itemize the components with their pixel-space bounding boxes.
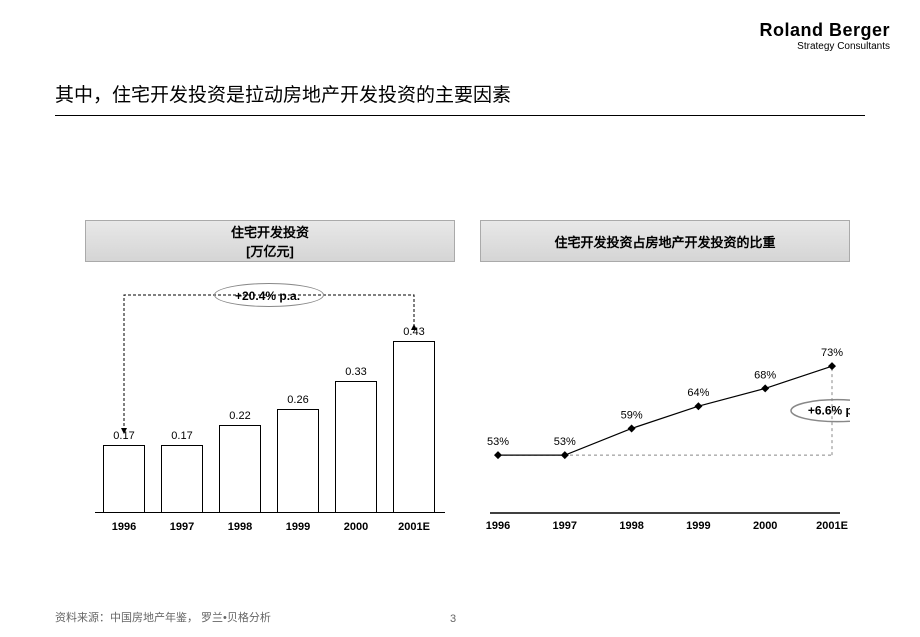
- svg-text:64%: 64%: [687, 387, 709, 399]
- logo-main: Roland Berger: [759, 20, 890, 41]
- svg-text:2001E: 2001E: [816, 520, 848, 532]
- bar-value-label: 0.22: [219, 410, 261, 422]
- page-title: 其中，住宅开发投资是拉动房地产开发投资的主要因素: [55, 80, 511, 107]
- bar: [103, 445, 145, 513]
- footer-source: 资料来源：中国房地产年鉴， 罗兰•贝格分析: [55, 609, 271, 625]
- svg-text:2000: 2000: [753, 520, 777, 532]
- left-panel-title: 住宅开发投资 [万亿元]: [85, 220, 455, 262]
- svg-text:53%: 53%: [554, 436, 576, 448]
- bar: [393, 341, 435, 513]
- svg-text:73%: 73%: [821, 347, 843, 359]
- right-panel-title: 住宅开发投资占房地产开发投资的比重: [480, 220, 850, 262]
- line-chart: 53% 1996 53% 1997 59% 1998 64% 1999 68% 2000 73% 20…: [480, 275, 850, 535]
- bar: [277, 409, 319, 513]
- page-number: 3: [450, 613, 456, 625]
- svg-text:1998: 1998: [619, 520, 643, 532]
- bar-chart: +20.4% p.a. 0.17 1996 0.17 1997 0.22 1998 0.26 1…: [85, 275, 455, 535]
- brand-logo: Roland Berger Strategy Consultants: [759, 20, 890, 52]
- bar-x-label: 1999: [277, 521, 319, 533]
- left-panel-title-line1: 住宅开发投资: [231, 222, 309, 241]
- svg-text:59%: 59%: [621, 409, 643, 421]
- bar-value-label: 0.43: [393, 326, 435, 338]
- logo-sub: Strategy Consultants: [759, 41, 890, 52]
- bar-value-label: 0.33: [335, 366, 377, 378]
- svg-text:1997: 1997: [553, 520, 577, 532]
- bar-x-label: 2001E: [393, 521, 435, 533]
- bar-value-label: 0.17: [103, 430, 145, 442]
- svg-text:+6.6% p.a.: +6.6% p.a.: [808, 404, 850, 418]
- svg-text:1996: 1996: [486, 520, 510, 532]
- bar: [335, 381, 377, 513]
- bar-x-label: 1997: [161, 521, 203, 533]
- bar-value-label: 0.26: [277, 394, 319, 406]
- bar-x-label: 1996: [103, 521, 145, 533]
- svg-text:1999: 1999: [686, 520, 710, 532]
- bar-x-label: 1998: [219, 521, 261, 533]
- right-panel-title-line1: 住宅开发投资占房地产开发投资的比重: [554, 232, 775, 251]
- bar: [161, 445, 203, 513]
- bar-x-label: 2000: [335, 521, 377, 533]
- title-underline: [55, 115, 865, 116]
- bar-value-label: 0.17: [161, 430, 203, 442]
- left-panel-title-line2: [万亿元]: [246, 241, 294, 260]
- svg-text:68%: 68%: [754, 369, 776, 381]
- bar: [219, 425, 261, 513]
- svg-text:53%: 53%: [487, 436, 509, 448]
- growth-label-left: +20.4% p.a.: [227, 287, 308, 305]
